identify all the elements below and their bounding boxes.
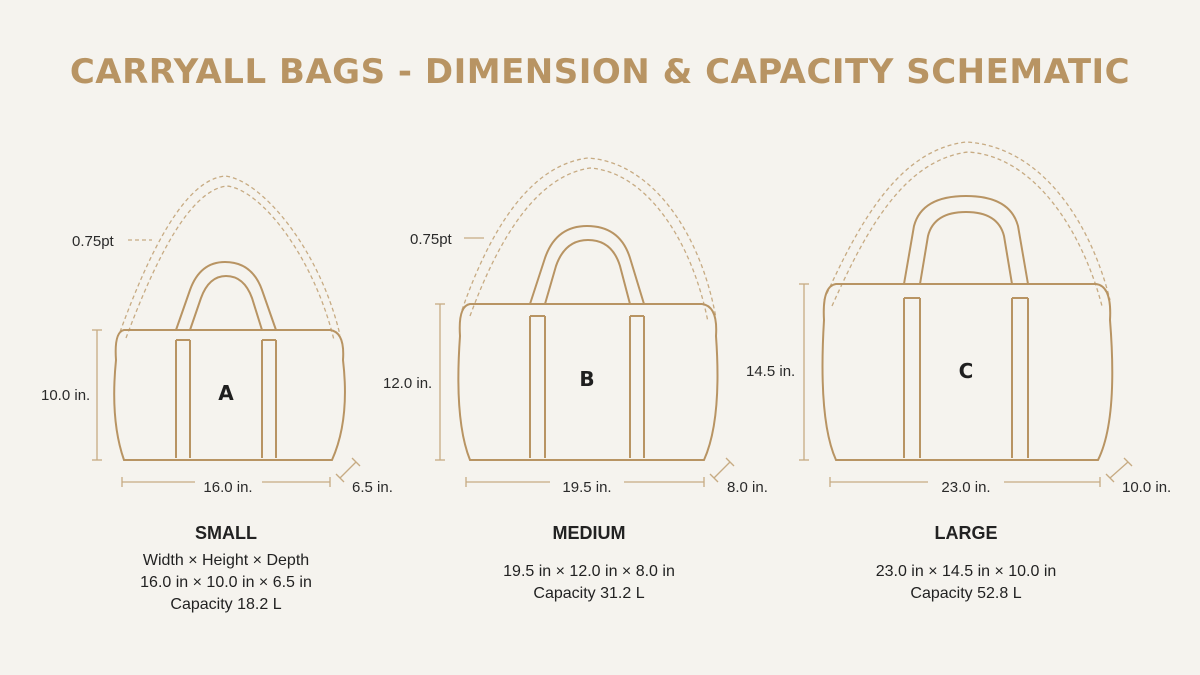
bag-b-shoulder-strap <box>461 157 717 319</box>
bag-a-caption: SMALL Width × Height × Depth 16.0 in × 1… <box>66 522 386 616</box>
bag-c-letter: C <box>959 359 974 383</box>
bag-c-shoulder-strap <box>823 141 1111 301</box>
bag-a-letter: A <box>218 381 234 405</box>
bag-a-band-left <box>175 340 191 458</box>
bag-a-figure <box>113 175 346 461</box>
bag-a-capacity: Capacity 18.2 L <box>170 596 282 613</box>
bag-c-handle-inner <box>919 210 1013 285</box>
bag-c-band-left <box>903 298 921 458</box>
bag-a-shoulder-strap <box>119 175 341 336</box>
bag-b-handle-inner <box>544 238 631 305</box>
bag-b-caption: MEDIUM 19.5 in × 12.0 in × 8.0 in Capaci… <box>429 522 749 605</box>
bag-c-depth-label: 10.0 in. <box>1122 479 1171 496</box>
bag-b-figure <box>457 157 719 461</box>
bag-b-height-label: 12.0 in. <box>383 375 432 392</box>
bag-c-figure <box>821 141 1114 461</box>
bag-a-depth-label: 6.5 in. <box>352 479 393 496</box>
bag-b-capacity: Capacity 31.2 L <box>533 585 645 602</box>
bag-c-dimension-lines <box>799 283 1133 487</box>
bag-b-band-right <box>629 316 645 458</box>
bag-b-body <box>457 303 719 461</box>
bag-c-size-name: LARGE <box>934 523 998 543</box>
bag-c-handle <box>903 194 1029 285</box>
bag-b-handle <box>529 224 645 305</box>
bag-b-depth-label: 8.0 in. <box>727 479 768 496</box>
bag-a-dimension-lines <box>92 239 361 487</box>
bag-a-height-label: 10.0 in. <box>41 387 90 404</box>
bag-b-shoulder-strap-inner <box>469 167 709 323</box>
bag-c-dimensions: 23.0 in × 14.5 in × 10.0 in <box>875 563 1057 580</box>
bag-b-letter: B <box>579 367 594 391</box>
bag-a-handle <box>175 260 277 331</box>
bag-b-size-name: MEDIUM <box>552 523 626 543</box>
bag-a-spec-header: Width × Height × Depth <box>142 552 310 569</box>
bag-b-strap-label: 0.75pt <box>410 231 453 248</box>
bag-a-dimensions: 16.0 in × 10.0 in × 6.5 in <box>140 574 312 591</box>
bag-a-strap-label: 0.75pt <box>72 233 115 250</box>
bag-c-body <box>821 283 1114 461</box>
bag-c-capacity: Capacity 52.8 L <box>910 585 1022 602</box>
bag-b-band-left <box>529 316 546 458</box>
bag-b-width-label: 19.5 in. <box>562 479 611 496</box>
bag-b-dimension-lines <box>435 237 735 487</box>
bag-a-band-right <box>261 340 277 458</box>
bag-a-width-label: 16.0 in. <box>203 479 252 496</box>
bag-b-dimensions: 19.5 in × 12.0 in × 8.0 in <box>503 563 675 580</box>
bag-c-caption: LARGE 23.0 in × 14.5 in × 10.0 in Capaci… <box>806 522 1126 605</box>
bag-a-handle-inner <box>189 274 263 331</box>
bag-c-height-label: 14.5 in. <box>746 363 795 380</box>
page-title: CARRYALL BAGS - DIMENSION & CAPACITY SCH… <box>69 52 1131 92</box>
bag-a-size-name: SMALL <box>195 523 257 543</box>
bag-c-shoulder-strap-inner <box>831 151 1103 307</box>
bag-c-width-label: 23.0 in. <box>941 479 990 496</box>
bag-a-body <box>113 329 346 461</box>
bag-c-band-right <box>1011 298 1029 458</box>
